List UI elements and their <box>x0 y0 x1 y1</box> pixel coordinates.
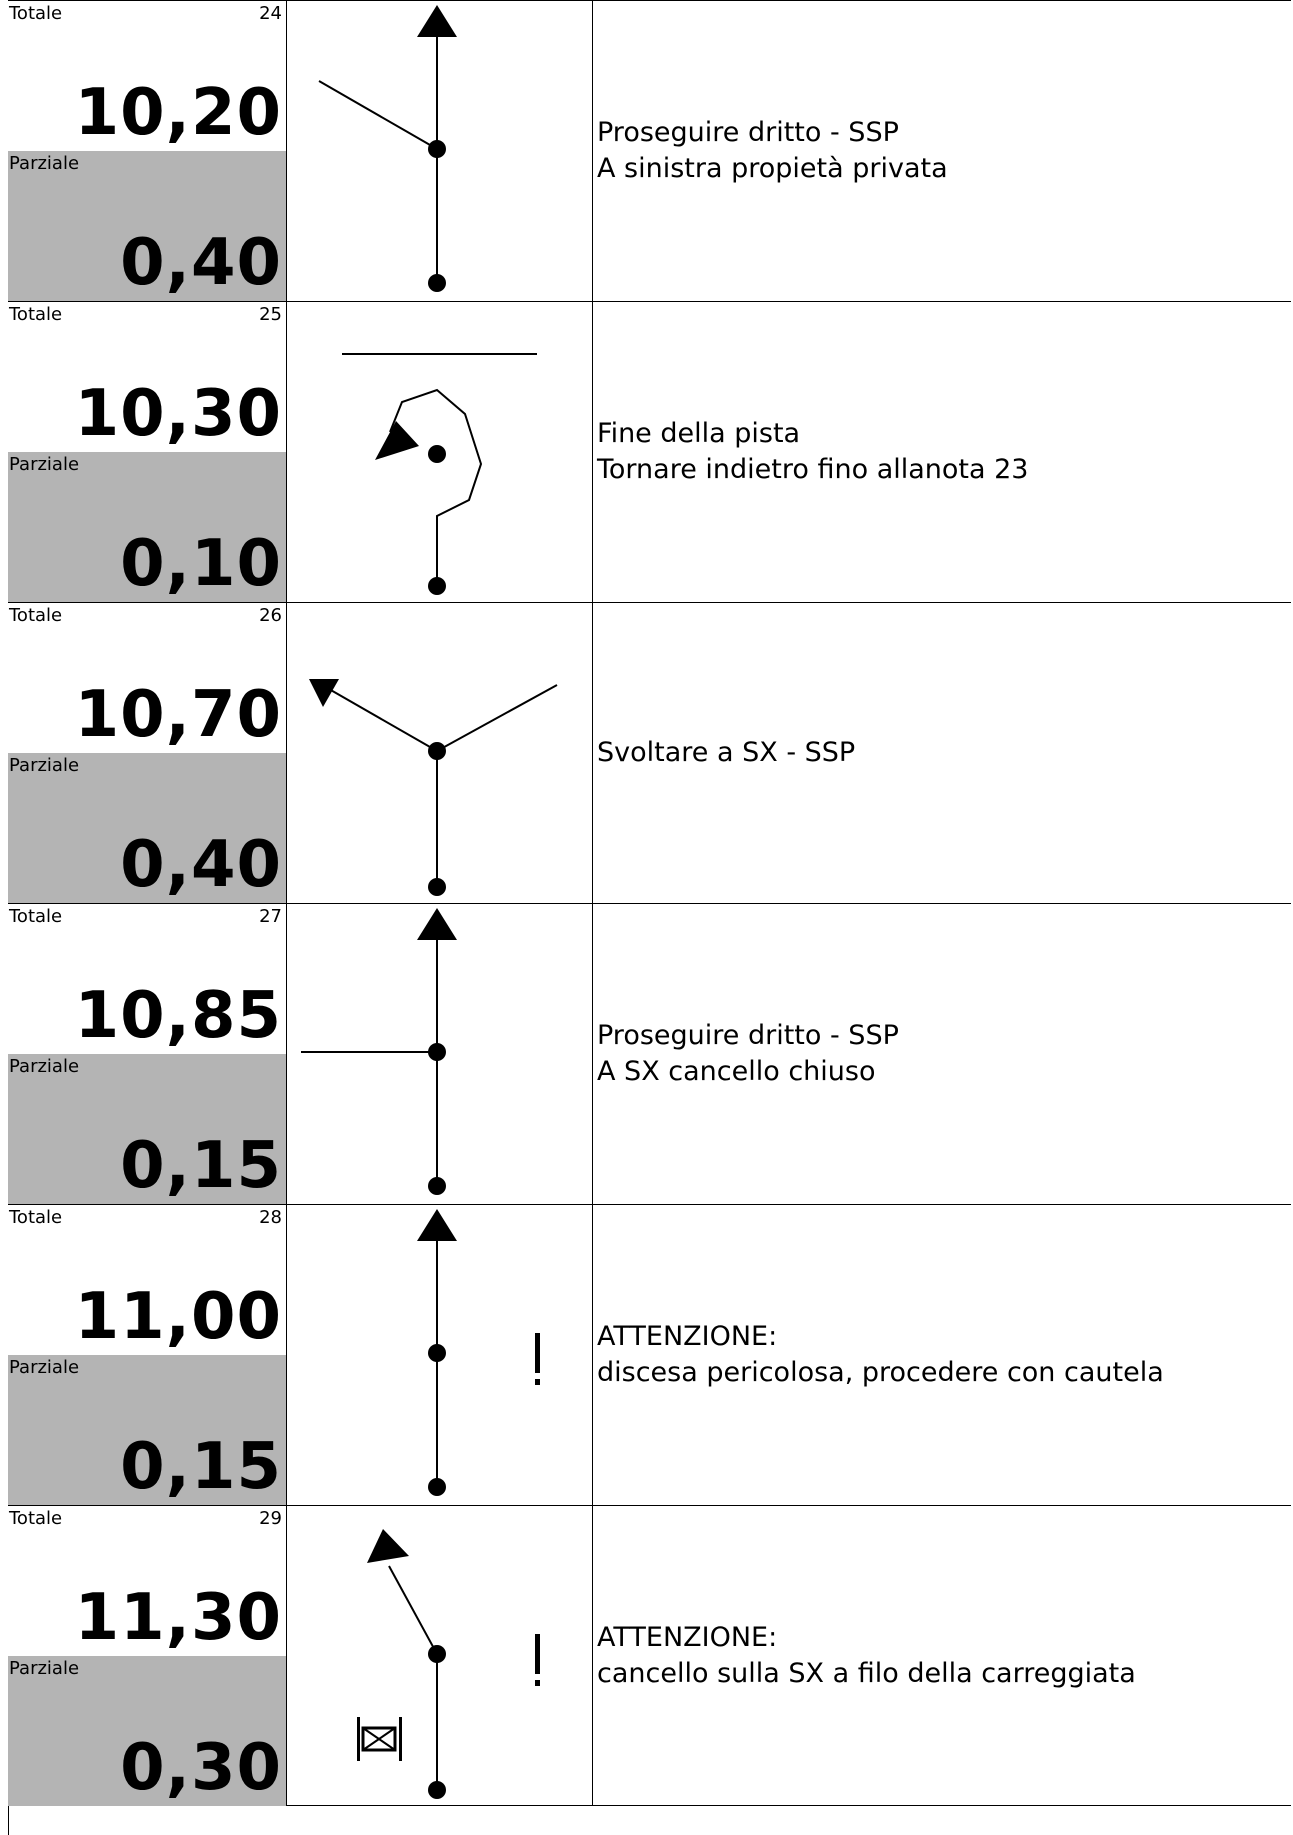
row-number: 26 <box>259 605 282 626</box>
instruction-line: Fine della pista <box>597 418 801 449</box>
total-box: Totale 24 10,20 <box>8 1 286 151</box>
instruction-line: Proseguire dritto - SSP <box>597 1020 899 1051</box>
total-distance: 11,00 <box>74 1280 282 1354</box>
divider <box>8 1806 9 1835</box>
instruction-line: Tornare indietro fino allanota 23 <box>597 454 1029 485</box>
total-label: Totale <box>9 906 63 927</box>
partial-box: Parziale 0,15 <box>8 1355 286 1505</box>
roadbook-row: Totale 25 10,30 Parziale 0,10 Fine della… <box>8 301 1291 602</box>
partial-distance: 0,40 <box>120 828 282 902</box>
total-distance: 10,30 <box>74 377 282 451</box>
distance-cell: Totale 29 11,30 Parziale 0,30 <box>8 1506 286 1806</box>
row-number: 25 <box>259 304 282 325</box>
distance-cell: Totale 25 10,30 Parziale 0,10 <box>8 302 286 602</box>
total-label: Totale <box>9 605 63 626</box>
instruction-cell: Proseguire dritto - SSP A SX cancello ch… <box>593 904 1291 1204</box>
distance-cell: Totale 27 10,85 Parziale 0,15 <box>8 904 286 1204</box>
divider <box>286 1205 287 1505</box>
divider <box>592 302 593 602</box>
partial-label: Parziale <box>9 1357 80 1378</box>
total-box: Totale 28 11,00 <box>8 1205 286 1355</box>
row-number: 28 <box>259 1207 282 1228</box>
distance-cell: Totale 26 10,70 Parziale 0,40 <box>8 603 286 903</box>
fork-left-icon <box>287 603 592 903</box>
partial-box: Parziale 0,10 <box>8 452 286 602</box>
instruction-cell: Svoltare a SX - SSP <box>593 603 1291 903</box>
roadbook-row: Totale 29 11,30 Parziale 0,30 <box>8 1505 1291 1806</box>
partial-box: Parziale 0,40 <box>8 753 286 903</box>
partial-box: Parziale 0,30 <box>8 1656 286 1806</box>
straight-right-private-icon <box>287 1 592 301</box>
instruction-line: ATTENZIONE: <box>597 1321 778 1352</box>
total-box: Totale 26 10,70 <box>8 603 286 753</box>
instruction-line: A SX cancello chiuso <box>597 1056 876 1087</box>
instruction-cell: Fine della pista Tornare indietro fino a… <box>593 302 1291 602</box>
instruction-line: ATTENZIONE: <box>597 1622 778 1653</box>
roadbook-row: Totale 28 11,00 Parziale 0,15 ATTE <box>8 1204 1291 1505</box>
partial-distance: 0,15 <box>120 1430 282 1504</box>
partial-box: Parziale 0,15 <box>8 1054 286 1204</box>
instruction-line: Svoltare a SX - SSP <box>597 737 856 768</box>
roadbook-row: Totale 24 10,20 Parziale 0,40 Proseguire… <box>8 0 1291 301</box>
dead-end-turnaround-icon <box>287 302 592 602</box>
straight-danger-icon <box>287 1205 592 1505</box>
instruction-line: cancello sulla SX a filo della carreggia… <box>597 1658 1136 1689</box>
divider <box>592 1506 593 1805</box>
roadbook-row: Totale 27 10,85 Parziale 0,15 Proseguire… <box>8 903 1291 1204</box>
instruction-line: Proseguire dritto - SSP <box>597 117 899 148</box>
distance-cell: Totale 24 10,20 Parziale 0,40 <box>8 1 286 301</box>
partial-label: Parziale <box>9 454 80 475</box>
divider <box>592 1 593 301</box>
partial-distance: 0,30 <box>120 1731 282 1805</box>
partial-distance: 0,10 <box>120 527 282 601</box>
instruction-line: discesa pericolosa, procedere con cautel… <box>597 1357 1164 1388</box>
total-box: Totale 25 10,30 <box>8 302 286 452</box>
partial-distance: 0,15 <box>120 1129 282 1203</box>
partial-label: Parziale <box>9 1658 80 1679</box>
partial-label: Parziale <box>9 1056 80 1077</box>
row-number: 27 <box>259 906 282 927</box>
total-distance: 11,30 <box>74 1581 282 1655</box>
total-distance: 10,20 <box>74 76 282 150</box>
divider <box>286 603 287 903</box>
instruction-line: A sinistra propietà privata <box>597 153 948 184</box>
warning-icon <box>535 1634 540 1674</box>
divider <box>592 904 593 1204</box>
gate-icon <box>357 1717 402 1761</box>
divider <box>286 1 287 301</box>
total-label: Totale <box>9 304 63 325</box>
row-number: 29 <box>259 1508 282 1529</box>
roadbook-row: Totale 26 10,70 Parziale 0,40 Svol <box>8 602 1291 903</box>
total-label: Totale <box>9 1207 63 1228</box>
straight-left-branch-icon <box>287 904 592 1204</box>
divider <box>592 1205 593 1505</box>
total-distance: 10,85 <box>74 979 282 1053</box>
divider <box>286 1506 287 1805</box>
partial-label: Parziale <box>9 153 80 174</box>
divider <box>286 904 287 1204</box>
total-box: Totale 29 11,30 <box>8 1506 286 1656</box>
total-label: Totale <box>9 1508 63 1529</box>
bear-left-gate-danger-icon <box>287 1506 592 1806</box>
partial-box: Parziale 0,40 <box>8 151 286 301</box>
instruction-cell: ATTENZIONE: discesa pericolosa, proceder… <box>593 1205 1291 1505</box>
partial-label: Parziale <box>9 755 80 776</box>
total-distance: 10,70 <box>74 678 282 752</box>
instruction-cell: Proseguire dritto - SSP A sinistra propi… <box>593 1 1291 301</box>
instruction-cell: ATTENZIONE: cancello sulla SX a filo del… <box>593 1506 1291 1806</box>
partial-distance: 0,40 <box>120 226 282 300</box>
row-number: 24 <box>259 3 282 24</box>
divider <box>286 302 287 602</box>
distance-cell: Totale 28 11,00 Parziale 0,15 <box>8 1205 286 1505</box>
total-box: Totale 27 10,85 <box>8 904 286 1054</box>
total-label: Totale <box>9 3 63 24</box>
divider <box>592 603 593 903</box>
warning-icon <box>535 1333 540 1373</box>
